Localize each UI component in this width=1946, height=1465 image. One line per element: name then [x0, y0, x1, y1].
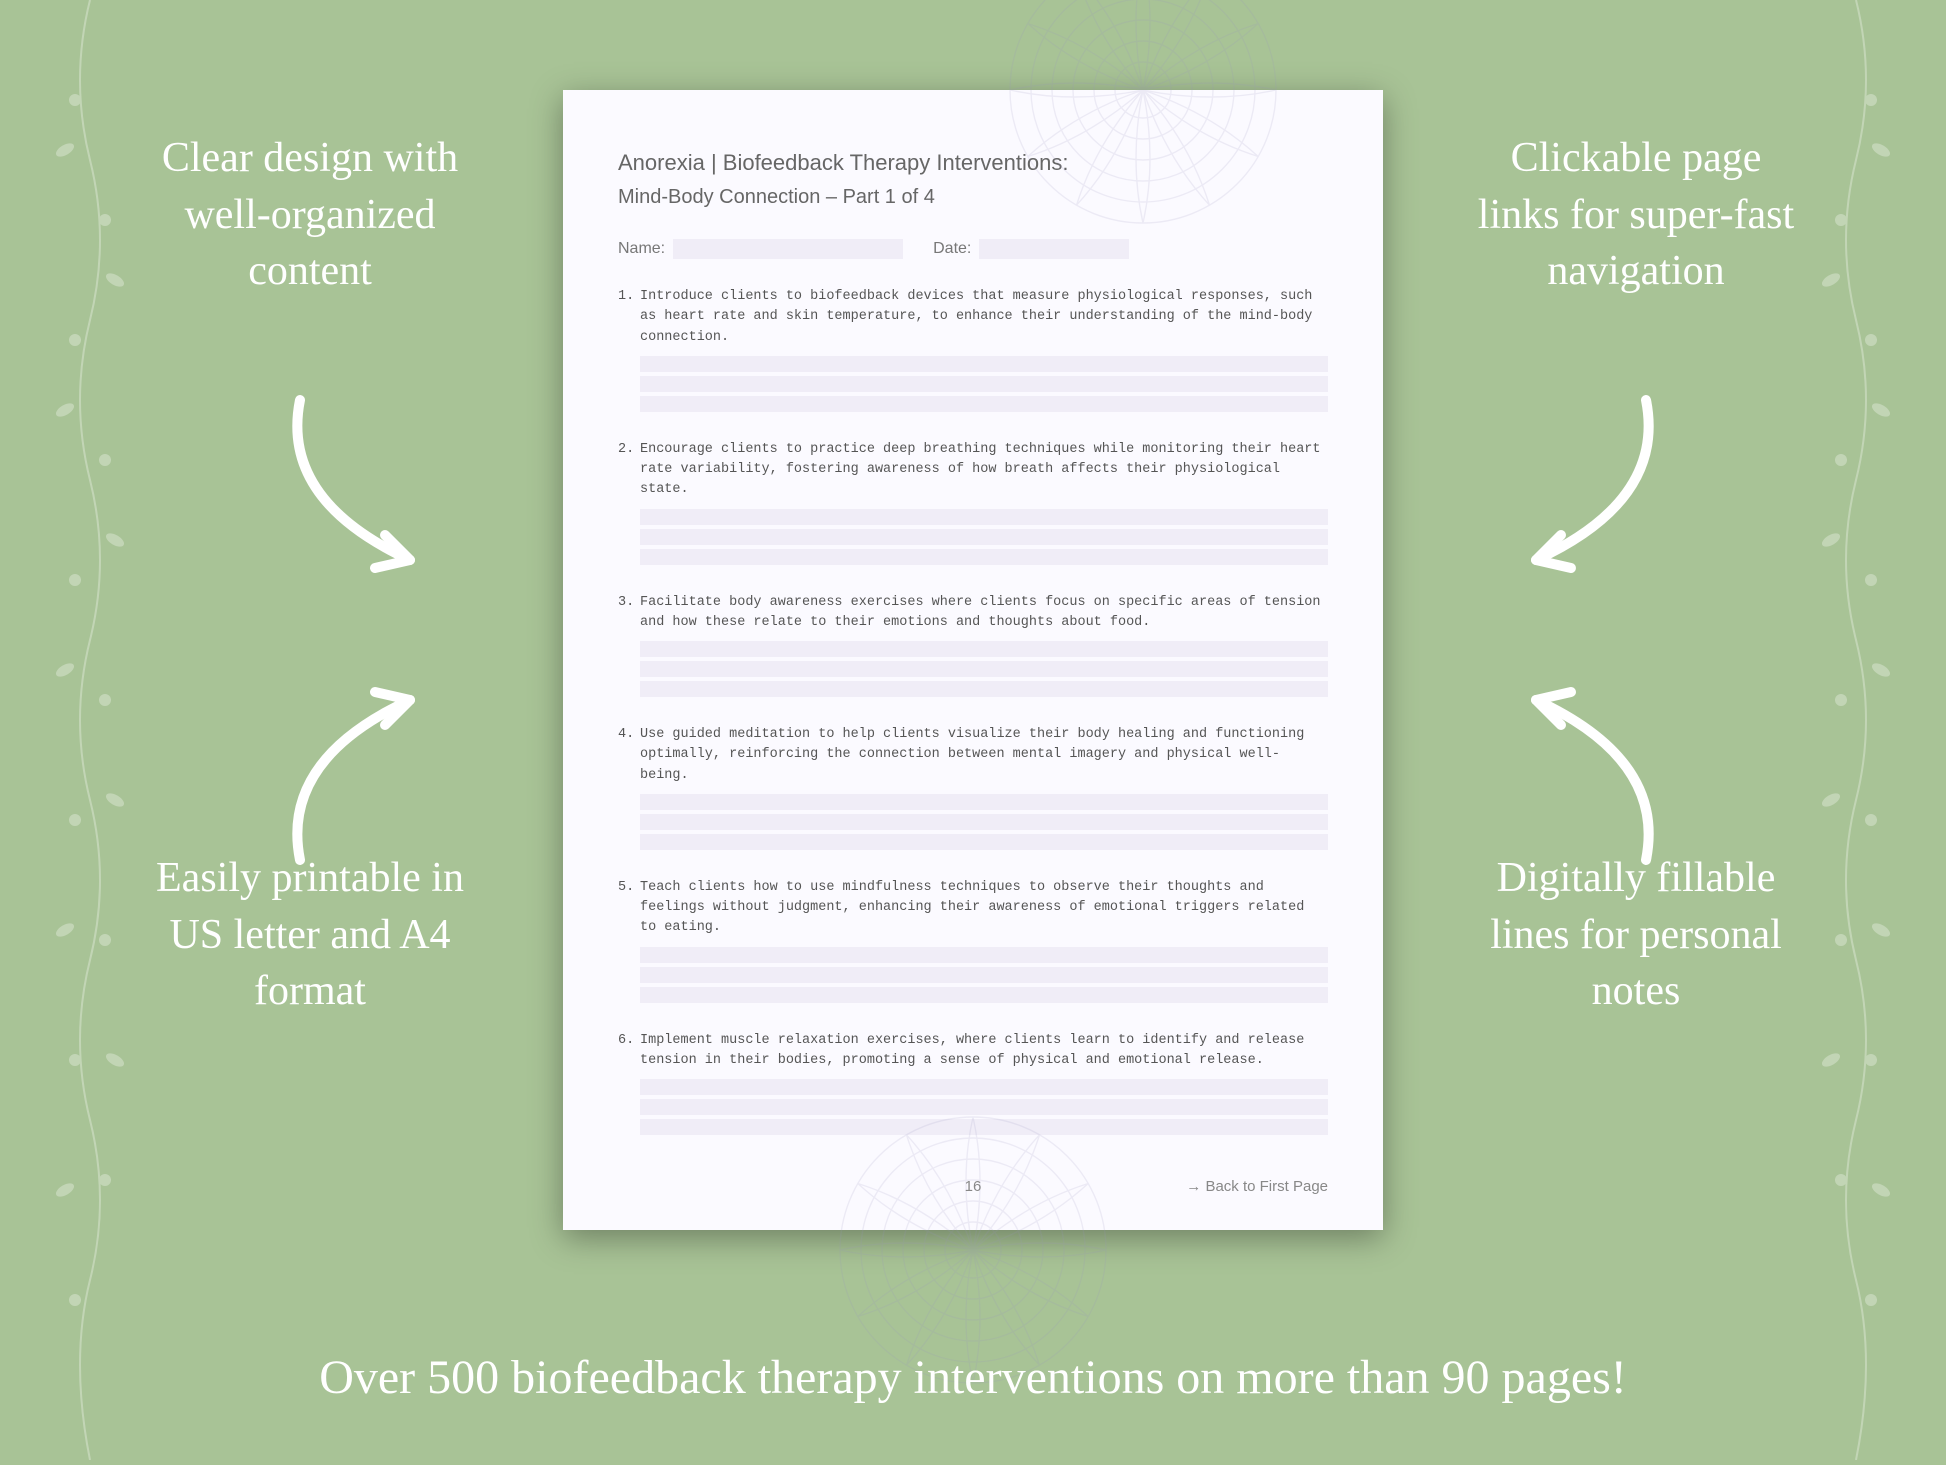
- intervention-item: 1.Introduce clients to biofeedback devic…: [618, 287, 1328, 416]
- item-number: 4.: [618, 725, 640, 854]
- fillable-note-lines[interactable]: [640, 794, 1328, 850]
- name-input-blank[interactable]: [673, 239, 903, 259]
- intervention-item: 5.Teach clients how to use mindfulness t…: [618, 878, 1328, 1007]
- arrow-bottom-left: [250, 660, 470, 880]
- arrow-top-left: [250, 380, 470, 600]
- vine-decoration-left: [30, 0, 150, 1460]
- fillable-note-lines[interactable]: [640, 509, 1328, 565]
- fillable-note-lines[interactable]: [640, 947, 1328, 1003]
- page-footer: 16 → Back to First Page: [618, 1178, 1328, 1195]
- item-number: 5.: [618, 878, 640, 1007]
- callout-top-left: Clear design with well-organized content: [140, 130, 480, 300]
- intervention-item: 4.Use guided meditation to help clients …: [618, 725, 1328, 854]
- name-label: Name:: [618, 240, 665, 258]
- date-label: Date:: [933, 240, 971, 258]
- intervention-item: 3.Facilitate body awareness exercises wh…: [618, 593, 1328, 702]
- item-text: Teach clients how to use mindfulness tec…: [640, 878, 1328, 939]
- intervention-item: 2.Encourage clients to practice deep bre…: [618, 440, 1328, 569]
- date-input-blank[interactable]: [979, 239, 1129, 259]
- item-number: 2.: [618, 440, 640, 569]
- vine-decoration-right: [1796, 0, 1916, 1460]
- callout-bottom-right: Digitally fillable lines for personal no…: [1466, 850, 1806, 1020]
- item-number: 6.: [618, 1031, 640, 1140]
- item-text: Implement muscle relaxation exercises, w…: [640, 1031, 1328, 1072]
- item-number: 3.: [618, 593, 640, 702]
- mandala-decoration-top: [1003, 0, 1283, 230]
- item-number: 1.: [618, 287, 640, 416]
- bottom-banner-text: Over 500 biofeedback therapy interventio…: [0, 1350, 1946, 1405]
- page-number: 16: [965, 1178, 982, 1195]
- callout-top-right: Clickable page links for super-fast navi…: [1466, 130, 1806, 300]
- name-date-row: Name: Date:: [618, 239, 1328, 259]
- document-page: Anorexia | Biofeedback Therapy Intervent…: [563, 90, 1383, 1230]
- item-text: Encourage clients to practice deep breat…: [640, 440, 1328, 501]
- mandala-decoration-bottom: [833, 1110, 1113, 1390]
- back-to-first-page-link[interactable]: → Back to First Page: [1186, 1178, 1328, 1195]
- item-text: Facilitate body awareness exercises wher…: [640, 593, 1328, 634]
- callout-bottom-left: Easily printable in US letter and A4 for…: [140, 850, 480, 1020]
- item-text: Introduce clients to biofeedback devices…: [640, 287, 1328, 348]
- arrow-bottom-right: [1476, 660, 1696, 880]
- fillable-note-lines[interactable]: [640, 356, 1328, 412]
- item-text: Use guided meditation to help clients vi…: [640, 725, 1328, 786]
- fillable-note-lines[interactable]: [640, 641, 1328, 697]
- arrow-top-right: [1476, 380, 1696, 600]
